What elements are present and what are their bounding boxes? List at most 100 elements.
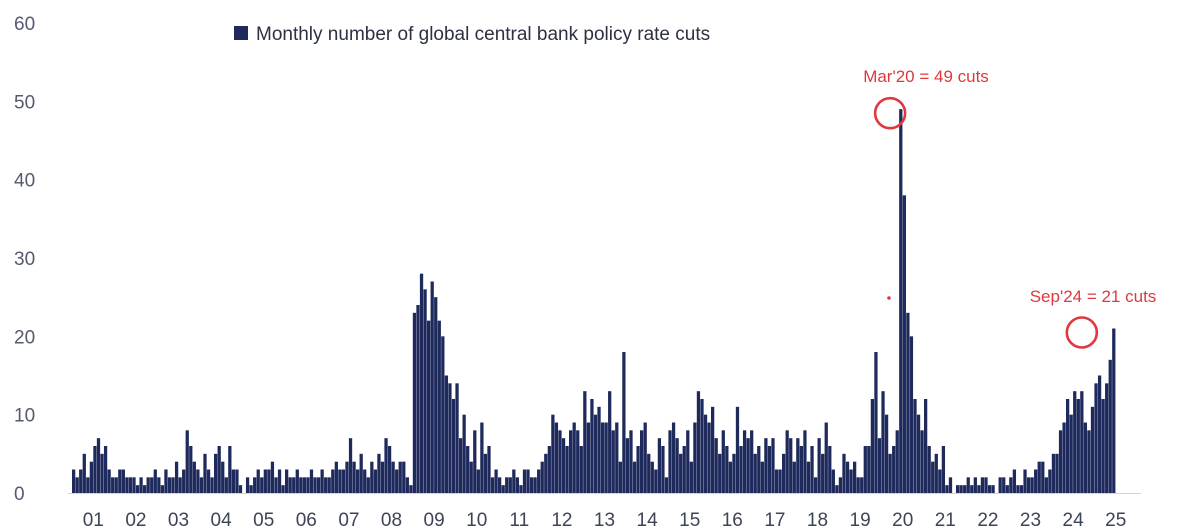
bar [320,469,324,493]
bar [913,399,917,493]
bar [444,375,449,493]
bar [547,446,551,493]
bar [753,453,757,493]
bar [785,430,789,493]
bar [86,477,90,493]
bar [228,446,232,493]
bar [955,485,960,493]
bar [199,477,204,493]
x-tick-label: 14 [637,510,659,531]
bar [739,446,743,493]
bar [370,461,374,493]
bar [253,477,257,493]
bar [1005,485,1009,493]
x-tick-label: 05 [253,510,274,531]
bar [529,477,534,493]
bar [973,477,977,493]
bar [920,430,924,493]
bar [671,422,676,493]
x-tick-label: 11 [509,510,529,531]
bar [561,438,566,493]
bar [277,469,282,493]
bar [771,438,775,493]
bar [114,477,118,493]
bar [760,461,764,493]
bar [689,461,693,493]
x-tick-label: 18 [807,510,828,531]
bar [285,469,289,493]
bar [96,438,101,493]
bar [391,461,395,493]
bar [707,422,711,493]
bar [221,461,225,493]
bar [150,477,154,493]
bar [373,469,378,493]
bar [806,461,811,493]
bar [565,446,569,493]
bar [799,446,804,493]
bar [632,461,637,493]
bar [1062,422,1066,493]
bar [569,430,573,493]
x-tick-label: 19 [850,510,871,531]
bar [746,438,750,493]
bar [182,469,186,493]
bar [629,430,633,493]
bar [977,485,981,493]
bar [1083,422,1088,493]
bar [238,485,243,493]
bar [1034,469,1038,493]
bar [735,406,740,493]
bar [916,414,921,493]
bar [838,477,843,493]
bar [427,320,431,493]
bar [139,477,143,493]
bar [387,446,392,493]
bar [302,477,307,493]
bar [611,430,615,493]
bar [366,477,370,493]
bar [540,461,544,493]
bar [466,446,470,493]
bar [103,446,108,493]
bar [874,352,878,493]
bar [79,469,83,493]
bar [512,469,516,493]
stray-dot [887,296,891,300]
bar [909,336,914,493]
bar [750,430,754,493]
bar [810,446,814,493]
bar [338,469,342,493]
x-tick-label: 20 [892,510,913,531]
bar [650,461,654,493]
bar [164,469,168,493]
bar [469,461,473,493]
x-tick-label: 03 [168,510,189,531]
bar [341,469,346,493]
bar [1051,453,1056,493]
bar [224,477,228,493]
x-tick-label: 24 [1063,510,1085,531]
bar [991,485,995,493]
bar [235,469,239,493]
bar [1112,328,1116,493]
bar [1041,461,1045,493]
legend-label: Monthly number of global central bank po… [256,24,710,45]
bar [214,453,218,493]
bar [263,469,267,493]
x-tick-label: 13 [594,510,615,531]
bar [828,446,832,493]
bar [100,453,104,493]
bar [1012,469,1017,493]
bar [185,430,189,493]
bar [792,461,796,493]
x-tick-label: 22 [977,510,998,531]
bar [892,446,896,493]
bar [881,391,885,493]
bar [927,446,931,493]
bar [167,477,172,493]
bar [72,469,76,493]
bar [789,438,793,493]
bar [718,453,722,493]
y-axis: 0 10 20 30 40 50 60 [14,14,35,505]
